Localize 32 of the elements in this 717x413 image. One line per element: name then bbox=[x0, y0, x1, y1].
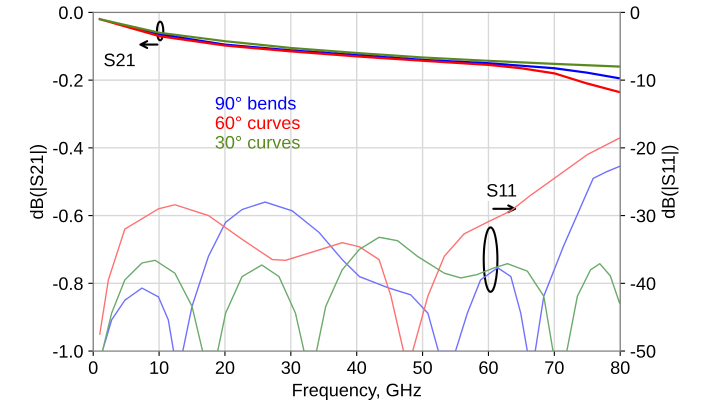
x-tick-label: 60 bbox=[479, 361, 498, 374]
x-tick-label: 40 bbox=[347, 361, 366, 374]
y-axis-title: dB(|S21|) bbox=[30, 145, 47, 219]
line-series bbox=[102, 236, 620, 352]
x-tick-label: 70 bbox=[545, 361, 564, 374]
x-tick-label: 20 bbox=[216, 361, 234, 374]
y-tick-label: -1.0 bbox=[53, 344, 83, 358]
y2-tick-label: -10 bbox=[630, 74, 656, 87]
y-tick-label: -0.2 bbox=[53, 74, 83, 87]
y-tick-label: -0.6 bbox=[53, 210, 83, 222]
annotation: S21 bbox=[104, 54, 135, 66]
text: 90° bends bbox=[216, 96, 296, 110]
x-axis-title: Frequency, GHz bbox=[293, 384, 421, 400]
x-tick-label: 10 bbox=[150, 361, 168, 374]
y-tick-label: 0.0 bbox=[59, 6, 83, 20]
y2-tick-label: -30 bbox=[630, 210, 656, 222]
y2-tick-label: -50 bbox=[630, 344, 656, 358]
line-series bbox=[98, 18, 620, 94]
text: 30° curves bbox=[216, 136, 300, 149]
y-tick-label: -0.8 bbox=[53, 277, 83, 290]
y-tick-label: -0.4 bbox=[53, 142, 83, 155]
y2-tick-label: -20 bbox=[630, 142, 656, 155]
y2-axis-title: dB(|S11|) bbox=[662, 146, 678, 218]
text: 60° curves bbox=[216, 116, 300, 130]
annotation: S11 bbox=[487, 184, 516, 197]
x-tick-label: 80 bbox=[610, 361, 630, 374]
x-tick-label: 50 bbox=[413, 361, 432, 374]
line-series bbox=[98, 18, 620, 68]
x-tick-label: 30 bbox=[281, 361, 300, 374]
x-tick-label: 0 bbox=[88, 361, 98, 374]
y2-tick-label: 0 bbox=[630, 6, 640, 20]
y2-tick-label: -40 bbox=[630, 277, 656, 290]
